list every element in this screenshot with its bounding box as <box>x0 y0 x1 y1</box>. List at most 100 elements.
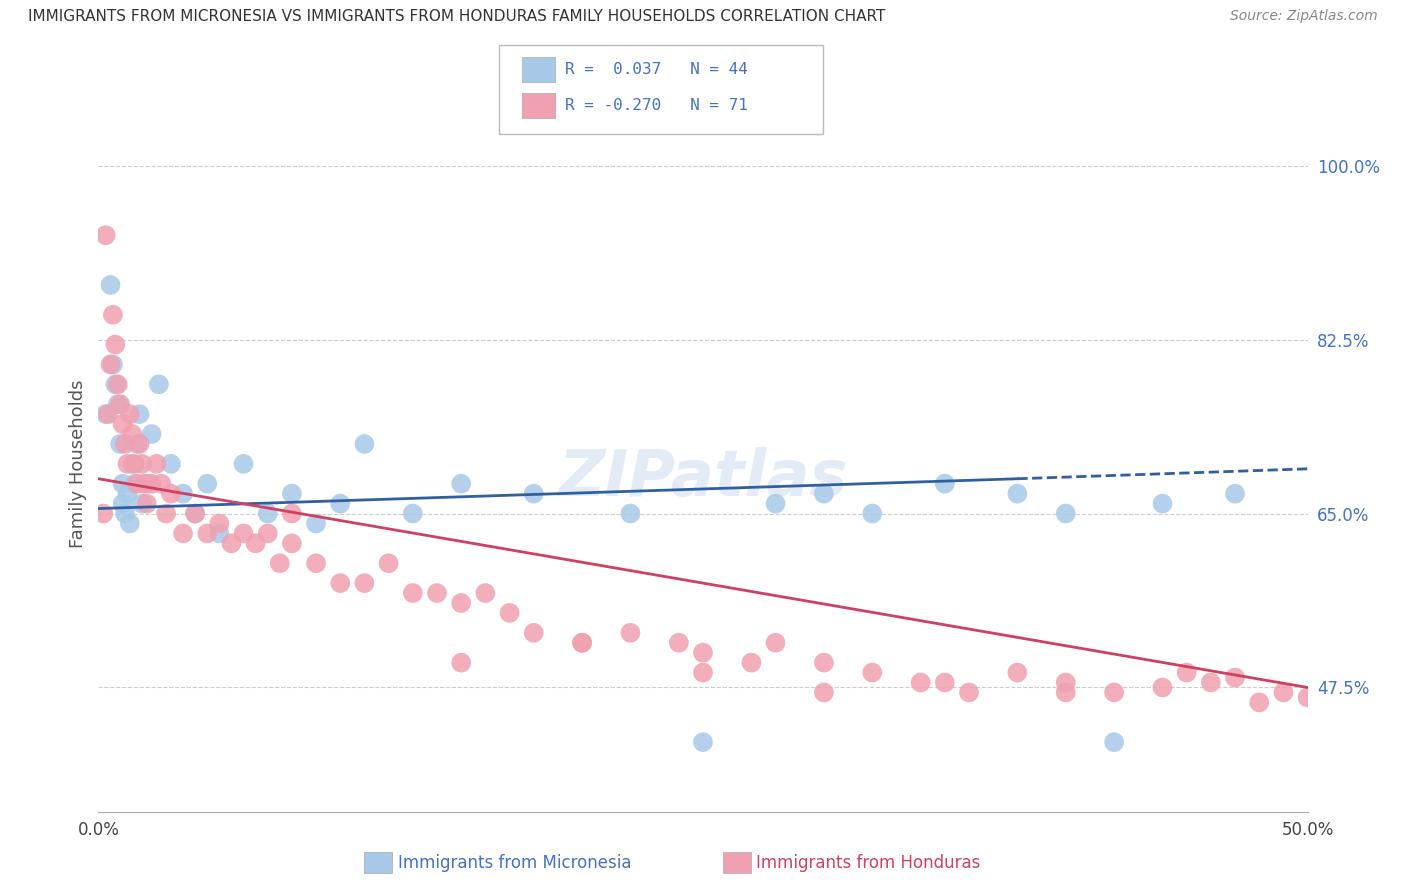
Point <box>127 437 149 451</box>
Point <box>160 486 183 500</box>
Point <box>127 476 149 491</box>
Point <box>150 476 173 491</box>
Point <box>118 516 141 531</box>
Point <box>108 437 131 451</box>
Point <box>353 576 375 591</box>
Point <box>111 417 134 431</box>
Point <box>124 476 146 491</box>
Point <box>94 228 117 243</box>
Text: Source: ZipAtlas.com: Source: ZipAtlas.com <box>1230 9 1378 23</box>
Text: Immigrants from Micronesia: Immigrants from Micronesia <box>398 854 631 871</box>
Point <box>765 636 787 650</box>
Point <box>1054 507 1077 521</box>
Point <box>450 596 472 610</box>
Point <box>281 536 304 550</box>
Point <box>131 497 153 511</box>
Point <box>155 507 177 521</box>
Point <box>221 536 243 550</box>
Point <box>1152 681 1174 695</box>
Point <box>329 576 352 591</box>
Point <box>1272 685 1295 699</box>
Point <box>1223 486 1246 500</box>
Point <box>117 486 139 500</box>
Point <box>134 476 156 491</box>
Text: Immigrants from Honduras: Immigrants from Honduras <box>756 854 981 871</box>
Point <box>114 507 136 521</box>
Point <box>256 507 278 521</box>
Point <box>619 625 641 640</box>
Point <box>184 507 207 521</box>
Point <box>1007 486 1029 500</box>
Point <box>128 437 150 451</box>
Point <box>377 556 399 570</box>
Point <box>111 497 134 511</box>
Point <box>100 358 122 372</box>
Point <box>305 516 328 531</box>
Point <box>692 665 714 680</box>
Point <box>1054 685 1077 699</box>
Point <box>141 476 163 491</box>
Point <box>281 507 304 521</box>
Point <box>135 497 157 511</box>
Point <box>498 606 520 620</box>
Point <box>121 427 143 442</box>
Point <box>957 685 980 699</box>
Point <box>1007 665 1029 680</box>
Point <box>195 526 218 541</box>
Point <box>118 407 141 421</box>
Point <box>145 457 167 471</box>
Point <box>114 437 136 451</box>
Point <box>813 685 835 699</box>
Point <box>121 457 143 471</box>
Point <box>94 407 117 421</box>
Point <box>97 407 120 421</box>
Point <box>107 397 129 411</box>
Point <box>523 625 546 640</box>
Point <box>135 476 157 491</box>
Point <box>141 427 163 442</box>
Point <box>1223 671 1246 685</box>
Point <box>104 337 127 351</box>
Point <box>813 486 835 500</box>
Point <box>111 476 134 491</box>
Point <box>160 457 183 471</box>
Point <box>692 735 714 749</box>
Point <box>305 556 328 570</box>
Point <box>426 586 449 600</box>
Point <box>245 536 267 550</box>
Point <box>148 377 170 392</box>
Point <box>619 507 641 521</box>
Point <box>269 556 291 570</box>
Point <box>117 457 139 471</box>
Point <box>860 665 883 680</box>
Point <box>740 656 762 670</box>
Point <box>1296 690 1319 705</box>
Point <box>450 656 472 670</box>
Point <box>1199 675 1222 690</box>
Point <box>184 507 207 521</box>
Point <box>1054 675 1077 690</box>
Point <box>523 486 546 500</box>
Point <box>692 646 714 660</box>
Point <box>402 507 425 521</box>
Point <box>1249 695 1271 709</box>
Point <box>208 516 231 531</box>
Point <box>100 277 122 292</box>
Point <box>128 407 150 421</box>
Point <box>232 526 254 541</box>
Point <box>329 497 352 511</box>
Point <box>934 476 956 491</box>
Point <box>813 656 835 670</box>
Point <box>765 497 787 511</box>
Point <box>474 586 496 600</box>
Point <box>108 397 131 411</box>
Point <box>124 457 146 471</box>
Point <box>1102 735 1125 749</box>
Point <box>172 486 194 500</box>
Point <box>281 486 304 500</box>
Text: R = -0.270   N = 71: R = -0.270 N = 71 <box>565 98 748 112</box>
Point <box>910 675 932 690</box>
Point <box>450 476 472 491</box>
Point <box>571 636 593 650</box>
Point <box>232 457 254 471</box>
